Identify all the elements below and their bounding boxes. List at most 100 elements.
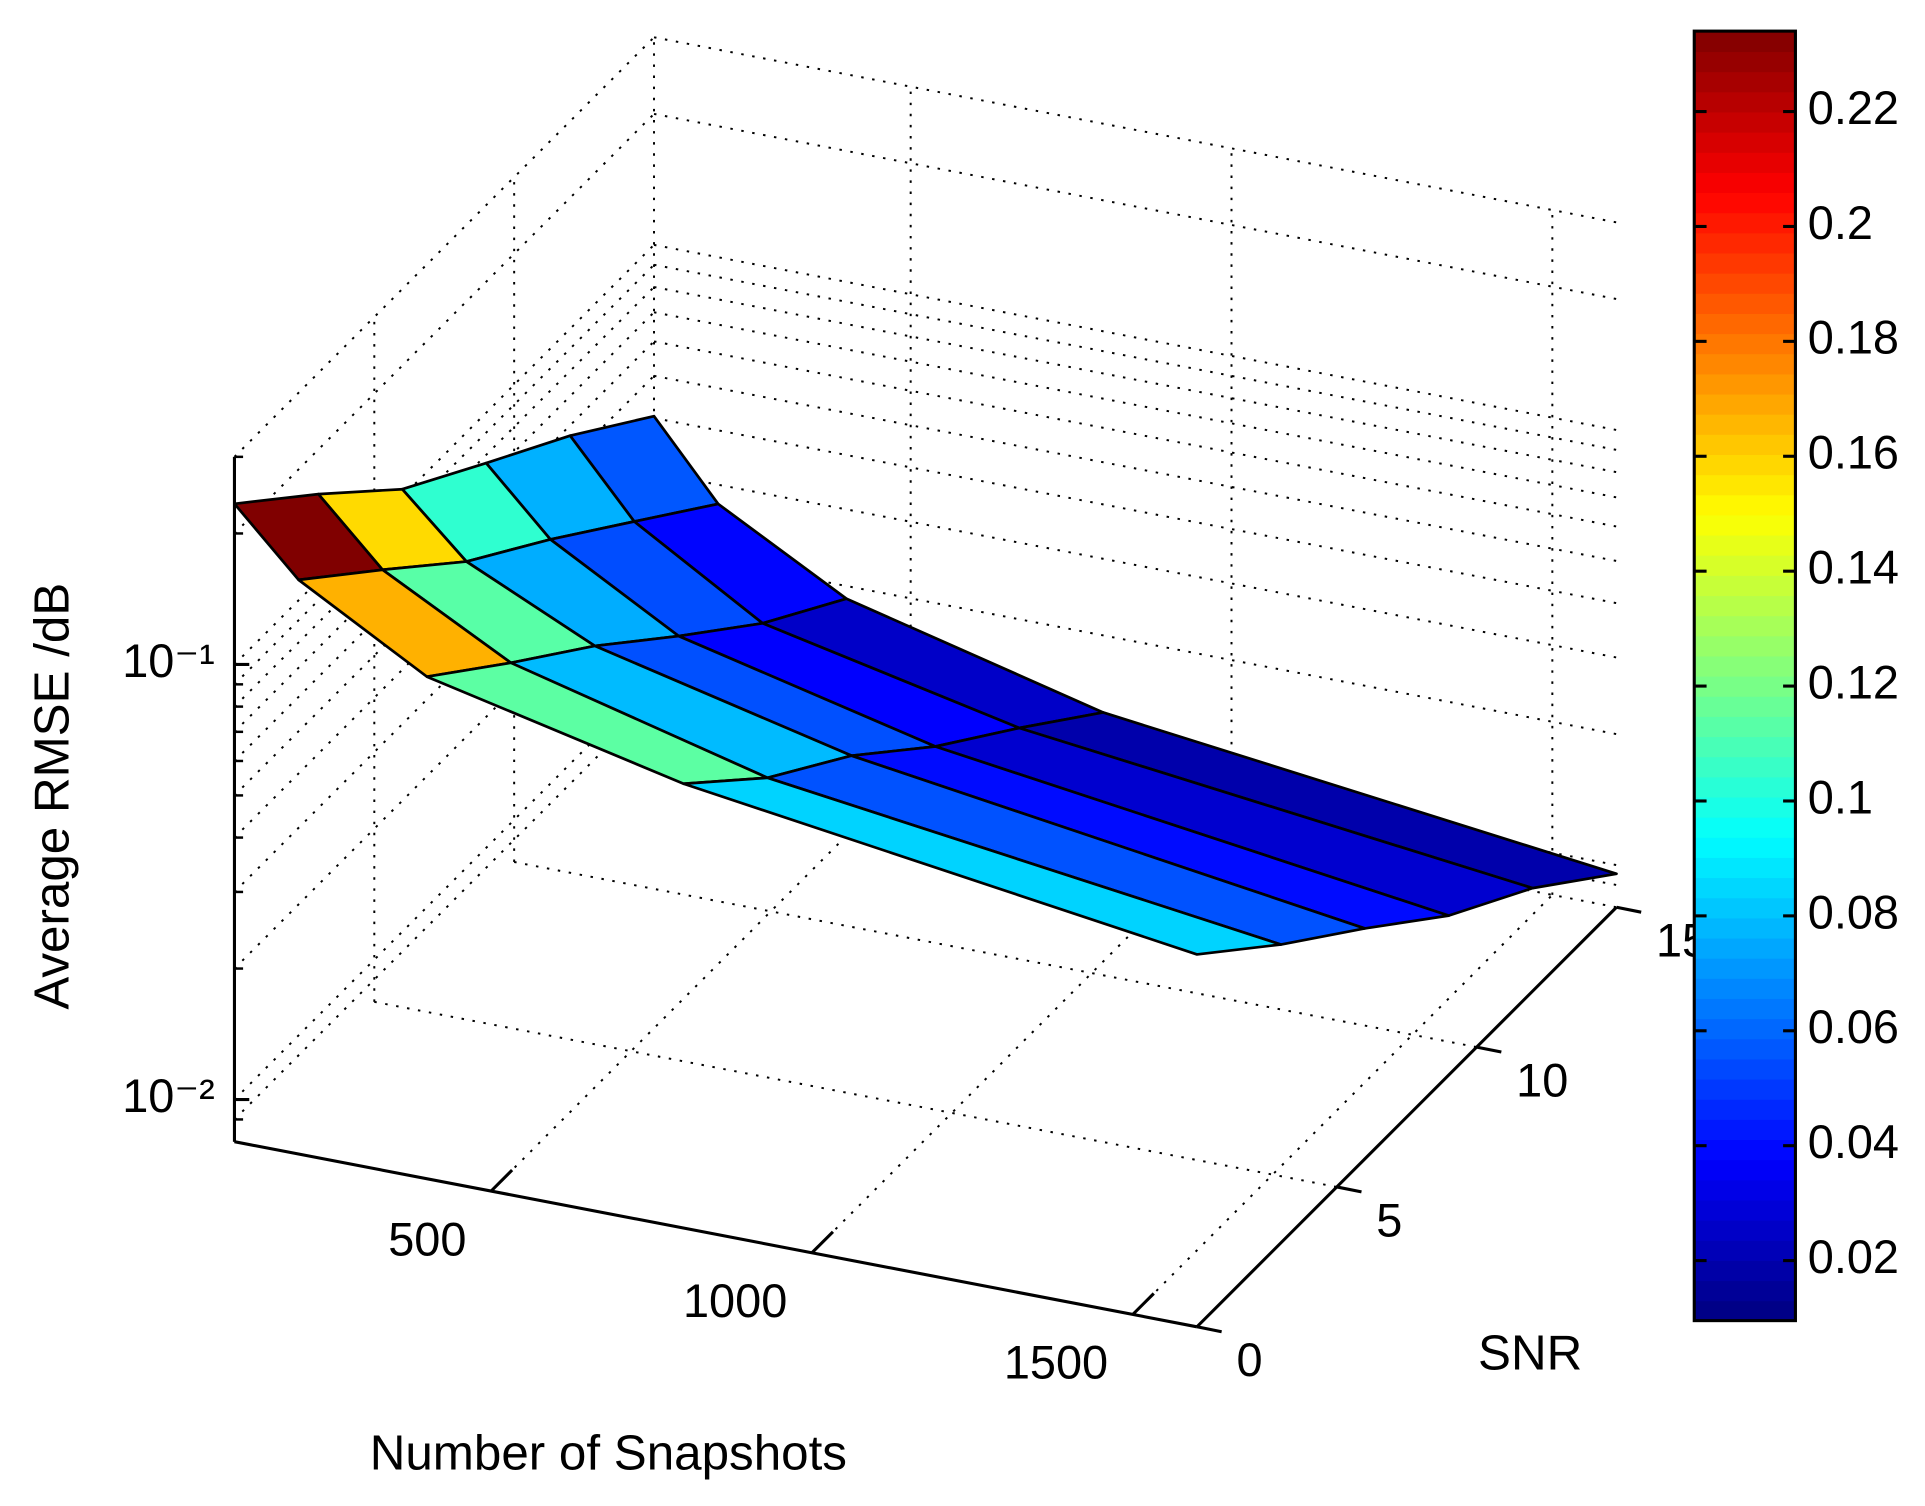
colorbar-segment [1694,615,1796,637]
y-tick-label: 0 [1236,1334,1262,1386]
y-tick [1196,1325,1222,1334]
y-tick-label: 10 [1516,1055,1568,1107]
grid-line [653,417,1617,605]
x-tick [490,1168,514,1193]
colorbar-segment [1694,413,1796,435]
colorbar-tick-label: 0.22 [1808,82,1899,134]
x-tick [810,1230,835,1254]
y-tick [1616,905,1642,914]
colorbar-segment [1694,877,1796,899]
colorbar-segment [1694,675,1796,697]
colorbar-segment [1694,1119,1796,1141]
colorbar-segment [1694,71,1796,93]
colorbar-segment [1694,1219,1796,1241]
colorbar-segment [1694,816,1796,838]
grid-line [233,36,655,458]
colorbar-segment [1694,131,1796,153]
x-tick-label: 1000 [683,1275,787,1327]
grid-line [1132,894,1554,1316]
grid-line [653,374,1617,562]
grid-line [653,112,1617,300]
z-axis-title: Average RMSE /dB [25,583,80,1010]
colorbar-segment [1694,917,1796,939]
colorbar-segment [1694,1159,1796,1181]
colorbar-segment [1694,1240,1796,1261]
x-tick-label: 500 [388,1213,466,1265]
colorbar-tick-label: 0.12 [1808,656,1899,708]
colorbar-segment [1694,192,1796,214]
colorbar-segment [1694,796,1796,818]
colorbar-segment [1694,897,1796,919]
colorbar-segment [1694,252,1796,274]
colorbar-segment [1694,998,1796,1020]
colorbar-segment [1694,1280,1796,1302]
colorbar-segment [1694,91,1796,113]
colorbar-segment [1694,978,1796,999]
colorbar-segment [1694,293,1796,314]
colorbar-tick-label: 0.08 [1808,886,1899,938]
colorbar-segment [1694,111,1796,133]
colorbar-segment [1694,232,1796,254]
colorbar-segment [1694,1058,1796,1080]
colorbar-segment [1694,857,1796,879]
grid-line [653,548,1617,736]
surface-face [682,776,1283,956]
colorbar-tick-label: 0.16 [1808,427,1899,479]
colorbar-segment [1694,152,1796,173]
colorbar-segment [1694,1098,1796,1120]
z-tick-label: 10⁻¹ [122,635,215,687]
colorbar-segment [1694,937,1796,959]
x-tick [1131,1292,1155,1316]
grid-line [653,286,1617,474]
grid-line [653,311,1617,499]
colorbar-segment [1694,1038,1796,1060]
colorbar-segment [1694,514,1796,536]
y-axis [1195,906,1618,1328]
y-axis-title: SNR [1478,1325,1582,1380]
y-tick-label: 5 [1376,1194,1402,1246]
x-axis [234,1140,1198,1329]
colorbar-segment [1694,393,1796,415]
colorbar-segment [1694,353,1796,375]
colorbar-segment [1694,554,1796,576]
colorbar-segment [1694,1179,1796,1201]
y-tick [1476,1045,1502,1054]
colorbar-segment [1694,272,1796,294]
colorbar-segment [1694,212,1796,234]
colorbar-segment [1694,474,1796,496]
colorbar-segment [1694,1199,1796,1221]
colorbar-segment [1694,333,1796,355]
grid-line [513,861,1477,1049]
colorbar-tick-label: 0.04 [1808,1116,1899,1168]
colorbar-tick-label: 0.14 [1808,542,1899,594]
y-tick [1336,1185,1362,1194]
colorbar-segment [1694,635,1796,657]
colorbar-segment [1694,313,1796,335]
colorbar-segment [1694,434,1796,455]
grid-line [653,36,1617,224]
colorbar-tick-label: 0.18 [1808,312,1899,364]
colorbar-segment [1694,172,1796,194]
colorbar-tick-label: 0.1 [1808,771,1873,823]
grid-line [653,243,1617,431]
colorbar-segment [1694,51,1796,73]
grid-line [653,471,1617,659]
grid-line [233,699,655,1121]
grid-line [653,263,1617,451]
grid-line [374,1000,1337,1188]
colorbar-segment [1694,736,1796,758]
colorbar-segment [1694,373,1796,395]
x-tick-label: 1500 [1004,1337,1108,1389]
colorbar-segment [1694,776,1796,798]
colorbar-segment [1694,716,1796,738]
colorbar-frame [1692,29,1797,1323]
colorbar-segment [1694,534,1796,556]
colorbar-segment [1694,1018,1796,1040]
colorbar-segment [1694,696,1796,717]
colorbar-segment [1694,1260,1796,1282]
colorbar-segment [1694,1300,1796,1322]
colorbar-segment [1694,756,1796,778]
colorbar-segment [1694,837,1796,858]
